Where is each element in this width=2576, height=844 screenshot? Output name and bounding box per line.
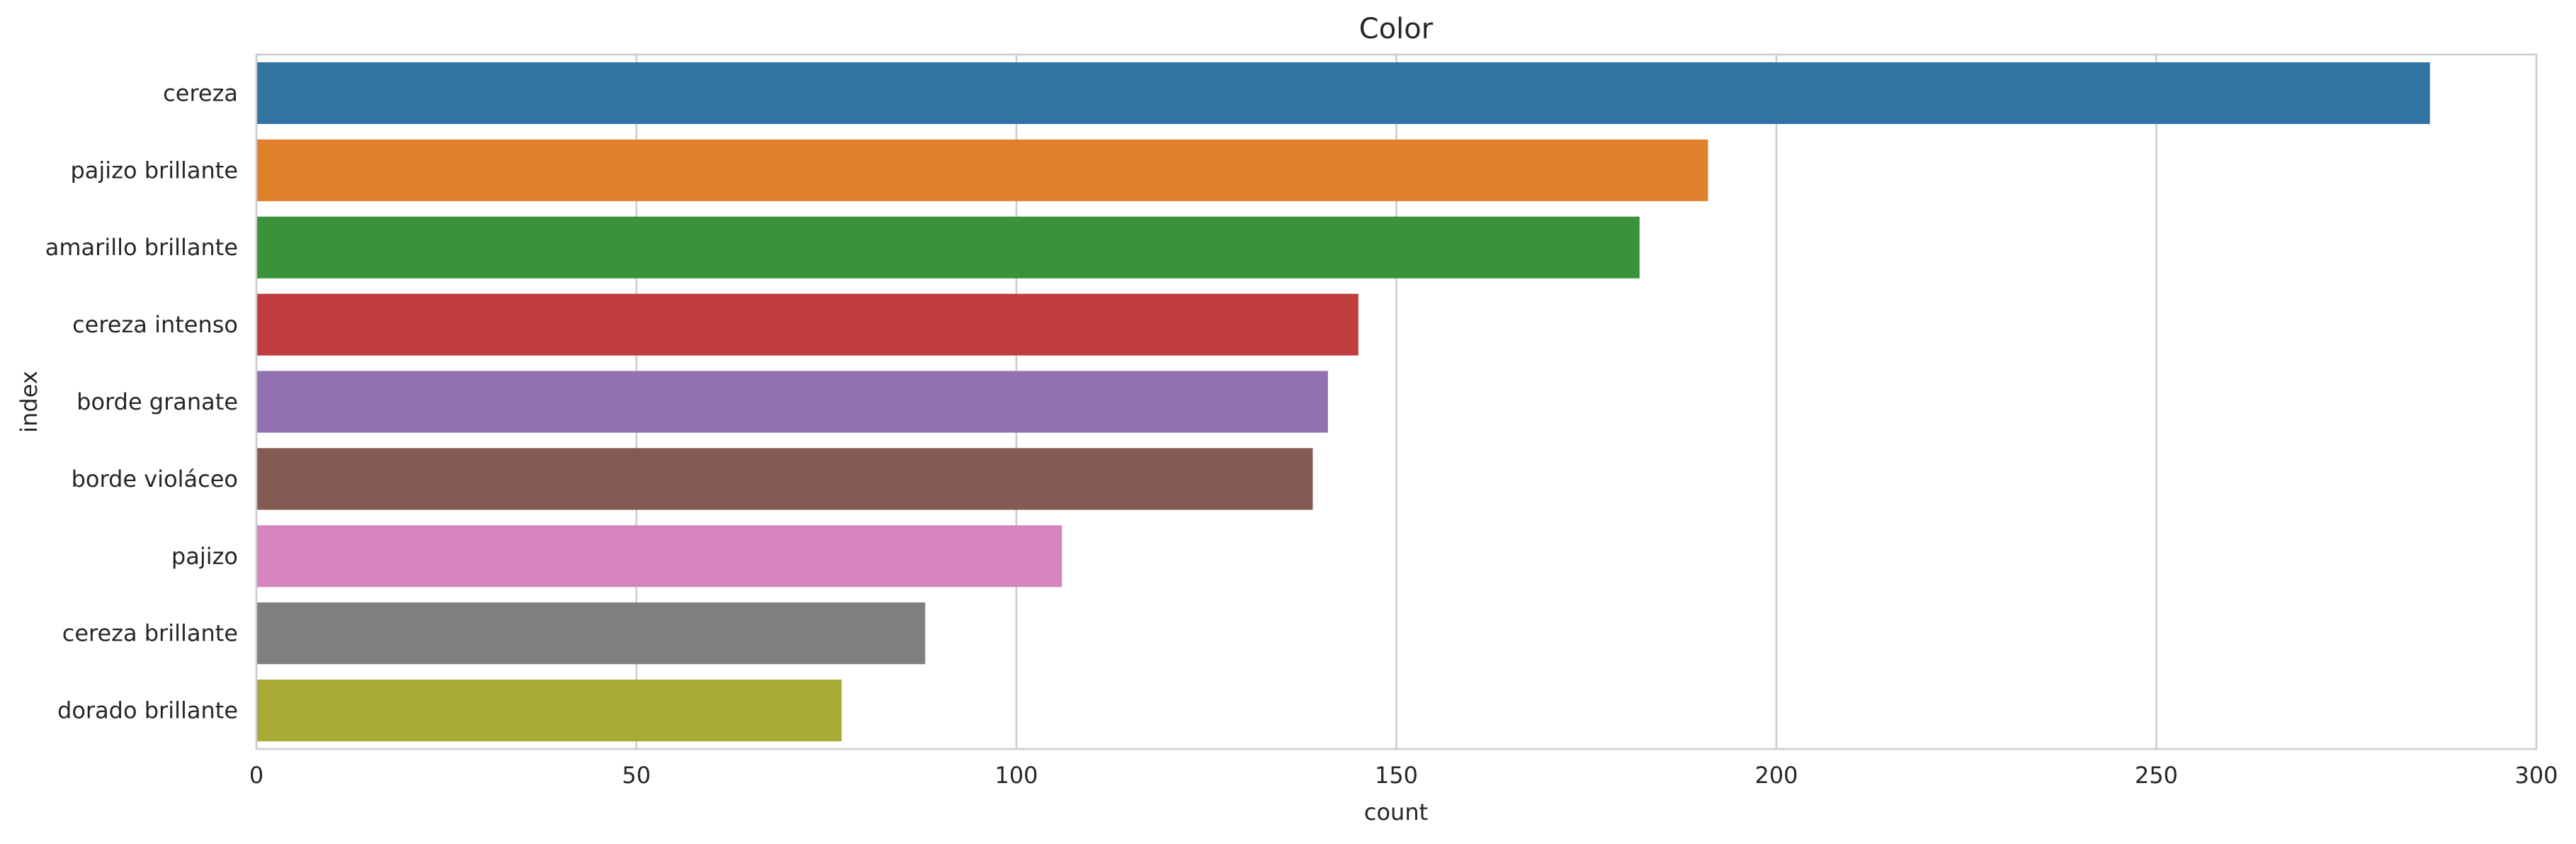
x-tick-label: 300 <box>2514 762 2558 789</box>
x-tick-label: 200 <box>1754 762 1798 789</box>
x-axis-label: count <box>1364 799 1428 826</box>
y-tick-labels: cereza pajizo brillante amarillo brillante… <box>45 79 238 724</box>
x-tick-label: 0 <box>249 762 263 789</box>
y-tick-label: dorado brillante <box>57 697 238 724</box>
y-tick-label: cereza brillante <box>62 620 238 647</box>
bar <box>256 680 842 742</box>
bar <box>256 139 1708 201</box>
bar <box>256 525 1062 587</box>
x-tick-label: 250 <box>2135 762 2178 789</box>
bar <box>256 371 1328 433</box>
y-tick-label: pajizo brillante <box>70 157 238 184</box>
y-tick-label: cereza intenso <box>72 311 238 338</box>
bar <box>256 216 1640 278</box>
bar <box>256 62 2430 124</box>
bar <box>256 602 926 665</box>
y-tick-label: amarillo brillante <box>45 234 238 261</box>
x-tick-label: 100 <box>994 762 1038 789</box>
x-tick-label: 50 <box>622 762 651 789</box>
bars <box>256 62 2430 742</box>
chart-title: Color <box>1359 13 1434 45</box>
bar <box>256 448 1313 510</box>
y-tick-label: cereza <box>163 79 238 106</box>
plot-frame <box>255 53 2538 750</box>
y-tick-label: borde granate <box>76 388 238 415</box>
x-tick-labels: 0 50 100 150 200 250 300 <box>249 762 2558 789</box>
y-tick-label: borde violáceo <box>72 466 238 493</box>
x-tick-label: 150 <box>1375 762 1418 789</box>
bar <box>256 293 1358 356</box>
y-tick-label: pajizo <box>171 543 238 570</box>
y-axis-label: index <box>16 371 42 433</box>
